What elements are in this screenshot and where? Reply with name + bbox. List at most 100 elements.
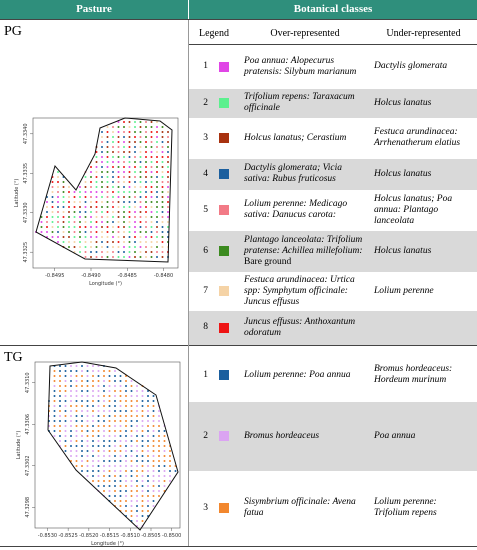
sample-point xyxy=(128,216,131,218)
sample-point xyxy=(101,196,103,198)
sample-point xyxy=(101,146,103,148)
sample-point xyxy=(79,216,81,218)
sample-point xyxy=(92,420,94,422)
sample-point xyxy=(68,236,70,238)
sample-point xyxy=(92,385,94,387)
sample-point xyxy=(79,236,81,238)
sample-point xyxy=(161,256,164,258)
sample-point xyxy=(123,226,125,228)
sample-point xyxy=(75,430,78,432)
sample-point xyxy=(134,151,136,153)
sample-point xyxy=(117,216,120,218)
sample-point xyxy=(84,246,87,248)
sample-point xyxy=(147,415,149,417)
sample-point xyxy=(106,256,109,258)
sample-point xyxy=(75,410,78,412)
sample-point xyxy=(106,226,109,228)
sample-point xyxy=(145,246,147,248)
sample-point xyxy=(117,156,120,158)
sample-point xyxy=(139,226,142,228)
sample-point xyxy=(145,186,147,188)
sample-point xyxy=(62,236,65,238)
sample-point xyxy=(51,236,54,238)
sample-point xyxy=(95,151,98,153)
row-bg xyxy=(188,118,477,158)
sample-point xyxy=(90,256,92,258)
sample-point xyxy=(123,166,125,168)
sample-point xyxy=(68,201,70,203)
under-represented: Holcus lanatus xyxy=(374,168,432,179)
sample-point xyxy=(62,201,65,203)
legend-swatch xyxy=(219,133,229,143)
sample-point xyxy=(136,445,138,447)
sample-point xyxy=(73,196,76,198)
sample-point xyxy=(167,201,169,203)
sample-point xyxy=(92,395,94,397)
sample-point xyxy=(125,475,127,477)
sample-point xyxy=(84,196,87,198)
sample-point xyxy=(114,475,116,477)
sample-point xyxy=(106,166,109,168)
sample-point xyxy=(119,435,122,437)
sample-point xyxy=(95,211,98,213)
sample-point xyxy=(114,395,116,397)
sample-point xyxy=(136,400,138,402)
sample-point xyxy=(119,380,122,382)
legend-swatch xyxy=(219,246,229,256)
row-bg xyxy=(188,272,477,310)
sample-point xyxy=(97,410,100,412)
sample-point xyxy=(92,380,94,382)
sample-point xyxy=(123,251,125,253)
sample-point xyxy=(145,146,147,148)
sample-point xyxy=(92,415,94,417)
plot-frame xyxy=(32,117,179,269)
sample-point xyxy=(103,480,105,482)
sample-point xyxy=(86,455,89,457)
sample-point xyxy=(161,151,164,153)
x-tick-label: -0.8525 xyxy=(58,533,77,539)
sample-point xyxy=(158,435,160,437)
sample-point xyxy=(106,141,109,143)
legend-number: 7 xyxy=(203,285,208,296)
species: Trifolium repens: Taraxacum officinale xyxy=(244,92,355,113)
sample-point xyxy=(81,410,83,412)
y-axis-label: Latitude (°) xyxy=(16,431,22,460)
sample-point xyxy=(86,365,89,367)
sample-point xyxy=(86,445,89,447)
sample-point xyxy=(46,226,48,228)
sample-point xyxy=(114,470,116,472)
sample-point xyxy=(40,216,43,218)
sample-point xyxy=(70,425,72,427)
sample-point xyxy=(130,400,133,402)
sample-point xyxy=(101,191,103,193)
species: Poa annua: Alopecurus pratensis: Silybum… xyxy=(244,55,357,77)
sample-point xyxy=(64,445,67,447)
sample-point xyxy=(79,251,81,253)
sample-point xyxy=(141,470,144,472)
sample-point xyxy=(112,206,114,208)
sample-point xyxy=(167,156,169,158)
sample-point xyxy=(150,246,153,248)
sample-point xyxy=(158,415,160,417)
sample-point xyxy=(103,455,105,457)
sample-point xyxy=(81,380,83,382)
under-represented: Festuca arundinacea: Arrhenatherum elati… xyxy=(374,127,461,148)
sample-point xyxy=(125,480,127,482)
sample-point xyxy=(68,246,70,248)
sample-point xyxy=(114,455,116,457)
sample-point xyxy=(64,440,67,442)
sample-point xyxy=(139,161,142,163)
sample-point xyxy=(112,171,114,173)
sample-point xyxy=(119,475,122,477)
sample-point xyxy=(84,221,87,223)
sample-point xyxy=(51,186,54,188)
sample-point xyxy=(86,405,89,407)
sample-point xyxy=(97,435,100,437)
sample-point xyxy=(79,211,81,213)
sample-point xyxy=(117,136,120,138)
sample-point xyxy=(128,236,131,238)
sample-point xyxy=(119,460,122,462)
sample-point xyxy=(53,410,56,412)
sample-point xyxy=(123,206,125,208)
sample-point xyxy=(125,505,127,507)
